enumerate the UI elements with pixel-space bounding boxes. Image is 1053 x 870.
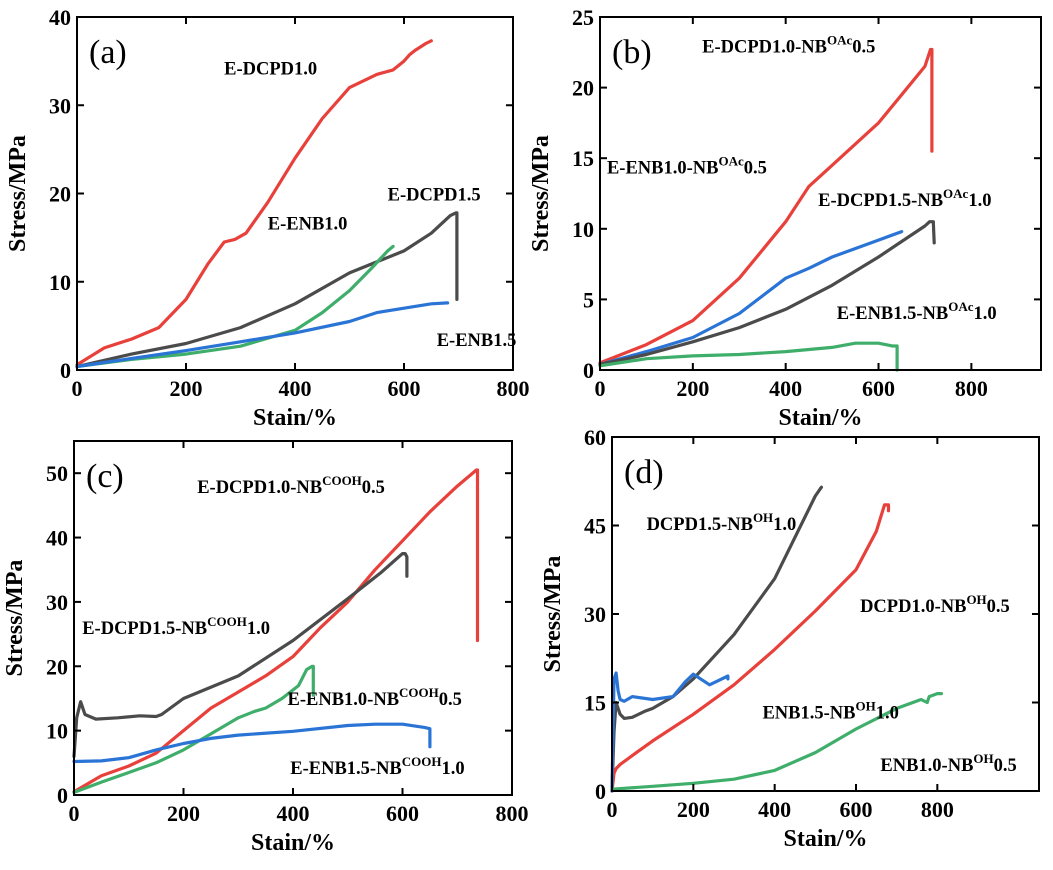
series-annotation: E-DCPD1.0-NBCOOH0.5 bbox=[197, 473, 385, 498]
x-tick-label: 400 bbox=[277, 801, 310, 826]
series-annotation: E-DCPD1.0 bbox=[224, 59, 317, 79]
x-axis-title: Stain/% bbox=[253, 405, 337, 431]
x-tick-label: 600 bbox=[388, 376, 421, 401]
plot-frame bbox=[599, 16, 1042, 371]
series-line bbox=[72, 722, 432, 764]
y-tick-label: 0 bbox=[583, 358, 594, 383]
series-annotation: E-ENB1.5 bbox=[437, 331, 517, 351]
x-tick-label: 800 bbox=[496, 801, 529, 826]
series-line bbox=[72, 468, 480, 794]
x-tick-label: 200 bbox=[676, 376, 709, 401]
x-tick-label: 0 bbox=[69, 801, 80, 826]
series-line bbox=[598, 220, 936, 366]
plot-frame bbox=[611, 436, 1040, 792]
series-annotation: ENB1.0-NBOH0.5 bbox=[880, 751, 1016, 776]
series-annotation: DCPD1.5-NBOH1.0 bbox=[647, 510, 797, 535]
y-tick-label: 30 bbox=[46, 590, 68, 615]
y-tick-label: 0 bbox=[60, 358, 71, 383]
y-tick-label: 5 bbox=[583, 287, 594, 312]
y-tick-label: 20 bbox=[572, 76, 594, 101]
series-line bbox=[598, 230, 904, 366]
x-tick-label: 200 bbox=[170, 376, 203, 401]
y-tick-label: 45 bbox=[584, 514, 606, 539]
y-axis-title: Stress/MPa bbox=[5, 135, 31, 252]
x-tick-label: 800 bbox=[955, 376, 988, 401]
series-annotation: E-ENB1.5-NBOAc1.0 bbox=[837, 299, 997, 324]
series-annotation: ENB1.5-NBOH1.0 bbox=[762, 698, 898, 723]
y-tick-label: 10 bbox=[49, 270, 71, 295]
series-line bbox=[610, 671, 730, 793]
panel-label: (b) bbox=[612, 34, 652, 71]
y-tick-label: 40 bbox=[49, 5, 71, 30]
series-line bbox=[75, 39, 433, 367]
series-annotation: DCPD1.0-NBOH0.5 bbox=[860, 592, 1010, 617]
x-axis-title: Stain/% bbox=[251, 830, 335, 856]
y-tick-label: 0 bbox=[595, 779, 606, 804]
y-axis-title: Stress/MPa bbox=[2, 560, 28, 677]
series-annotation: E-DCPD1.5-NBCOOH1.0 bbox=[82, 614, 270, 639]
y-tick-label: 15 bbox=[584, 691, 606, 716]
x-tick-label: 200 bbox=[677, 797, 710, 822]
series-annotation: E-DCPD1.0-NBOAc0.5 bbox=[702, 32, 875, 57]
x-tick-label: 600 bbox=[386, 801, 419, 826]
x-tick-label: 0 bbox=[607, 797, 618, 822]
panel-label: (d) bbox=[624, 454, 664, 491]
series-annotation: E-ENB1.0-NBCOOH0.5 bbox=[288, 685, 462, 710]
y-tick-label: 50 bbox=[46, 461, 68, 486]
series-line bbox=[75, 211, 459, 369]
y-tick-label: 20 bbox=[49, 182, 71, 207]
x-tick-label: 200 bbox=[167, 801, 200, 826]
series-annotation: E-DCPD1.5 bbox=[388, 186, 481, 206]
y-tick-label: 0 bbox=[57, 783, 68, 808]
y-tick-label: 25 bbox=[572, 5, 594, 30]
y-tick-label: 30 bbox=[49, 93, 71, 118]
series-line bbox=[610, 692, 943, 791]
x-tick-label: 600 bbox=[862, 376, 895, 401]
x-tick-label: 400 bbox=[769, 376, 802, 401]
x-tick-label: 800 bbox=[497, 376, 530, 401]
panel-label: (a) bbox=[89, 34, 127, 71]
x-tick-label: 0 bbox=[595, 376, 606, 401]
chart-panel: 0 200 400 600 800 0 15 30 45 60 Stain/% Stress/MPa (… bbox=[540, 425, 1040, 852]
series-line bbox=[610, 485, 823, 793]
series-annotation: E-ENB1.0-NBOAc0.5 bbox=[607, 154, 767, 179]
series-line bbox=[598, 341, 899, 372]
x-tick-label: 0 bbox=[72, 376, 83, 401]
y-tick-label: 60 bbox=[584, 425, 606, 450]
series-line bbox=[72, 664, 315, 794]
panel-label: (c) bbox=[86, 458, 124, 495]
x-tick-label: 400 bbox=[758, 797, 791, 822]
y-tick-label: 15 bbox=[572, 146, 594, 171]
series-line bbox=[75, 244, 395, 369]
x-axis-title: Stain/% bbox=[778, 405, 862, 431]
chart-panel: 0 200 400 600 800 0 10 20 30 40 Stain/% Stress/MPa (… bbox=[5, 5, 530, 431]
x-tick-label: 800 bbox=[921, 797, 954, 822]
series-annotation: E-ENB1.0 bbox=[268, 215, 348, 235]
x-tick-label: 400 bbox=[279, 376, 312, 401]
series-line bbox=[598, 47, 934, 365]
y-tick-label: 10 bbox=[572, 217, 594, 242]
x-axis-title: Stain/% bbox=[783, 826, 867, 852]
series-annotation: E-DCPD1.5-NBOAc1.0 bbox=[818, 186, 991, 211]
series-line bbox=[72, 552, 409, 758]
x-tick-label: 600 bbox=[840, 797, 873, 822]
y-axis-title: Stress/MPa bbox=[540, 556, 566, 673]
y-axis-title: Stress/MPa bbox=[528, 135, 554, 252]
y-tick-label: 10 bbox=[46, 719, 68, 744]
series-line bbox=[610, 503, 891, 793]
chart-panel: 0 200 400 600 800 0 10 20 30 40 50 Stain/% Stress/MP… bbox=[2, 440, 529, 856]
chart-panel: 0 200 400 600 800 0 5 10 15 20 25 Stain/% Stress/MPa… bbox=[528, 5, 1042, 431]
y-tick-label: 20 bbox=[46, 654, 68, 679]
y-tick-label: 30 bbox=[584, 602, 606, 627]
y-tick-label: 40 bbox=[46, 526, 68, 551]
series-line bbox=[75, 301, 450, 369]
series-annotation: E-ENB1.5-NBCOOH1.0 bbox=[290, 754, 464, 779]
